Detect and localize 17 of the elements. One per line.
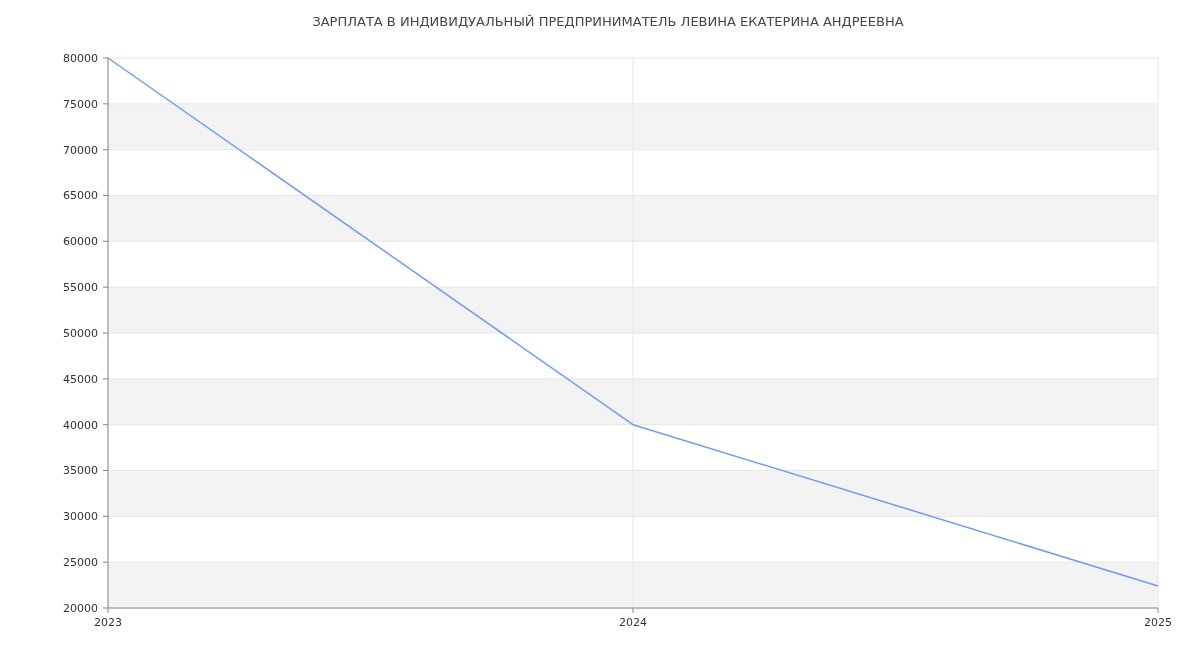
y-tick-label: 70000 <box>63 143 98 157</box>
y-tick-label: 30000 <box>63 510 98 524</box>
x-tick-label: 2024 <box>619 616 647 629</box>
y-tick-label: 65000 <box>63 189 98 203</box>
y-tick-label: 35000 <box>63 464 98 478</box>
y-tick-label: 25000 <box>63 556 98 570</box>
y-tick-label: 75000 <box>63 97 98 111</box>
y-tick-label: 50000 <box>63 326 98 340</box>
y-tick-label: 45000 <box>63 372 98 386</box>
chart-title: ЗАРПЛАТА В ИНДИВИДУАЛЬНЫЙ ПРЕДПРИНИМАТЕЛЬ ЛЕВИНА ЕКАТЕРИНА АНДРЕЕВНА <box>312 14 904 29</box>
y-tick-label: 80000 <box>63 51 98 65</box>
x-tick-label: 2023 <box>94 616 122 629</box>
y-tick-label: 20000 <box>63 601 98 615</box>
y-tick-label: 55000 <box>63 281 98 295</box>
y-tick-label: 40000 <box>63 418 98 432</box>
y-tick-label: 60000 <box>63 235 98 249</box>
x-tick-label: 2025 <box>1144 616 1172 629</box>
